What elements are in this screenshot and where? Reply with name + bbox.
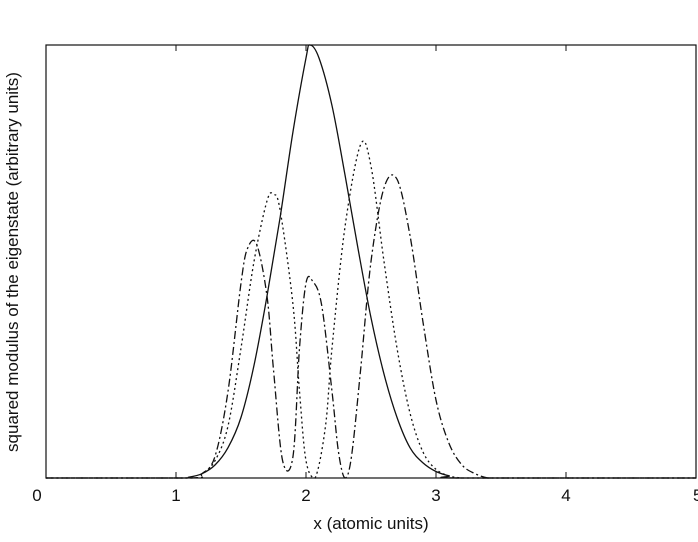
series-line-solid [46, 44, 696, 479]
series-layer [46, 44, 696, 479]
x-tick-label: 3 [431, 486, 440, 505]
series-line-dashdot [46, 174, 696, 479]
x-tick-label: 4 [561, 486, 570, 505]
x-tick-label: 1 [171, 486, 180, 505]
x-tick-label: 2 [301, 486, 310, 505]
series-line-dotted [46, 140, 696, 479]
x-tick-label: 5 [693, 486, 698, 505]
x-axis-label: x (atomic units) [313, 514, 428, 533]
y-axis-label: squared modulus of the eigenstate (arbit… [3, 72, 22, 452]
x-tick-label: 0 [32, 486, 41, 505]
x-ticks: 0 1 2 3 4 5 [32, 45, 698, 505]
plot-frame [45, 44, 697, 479]
